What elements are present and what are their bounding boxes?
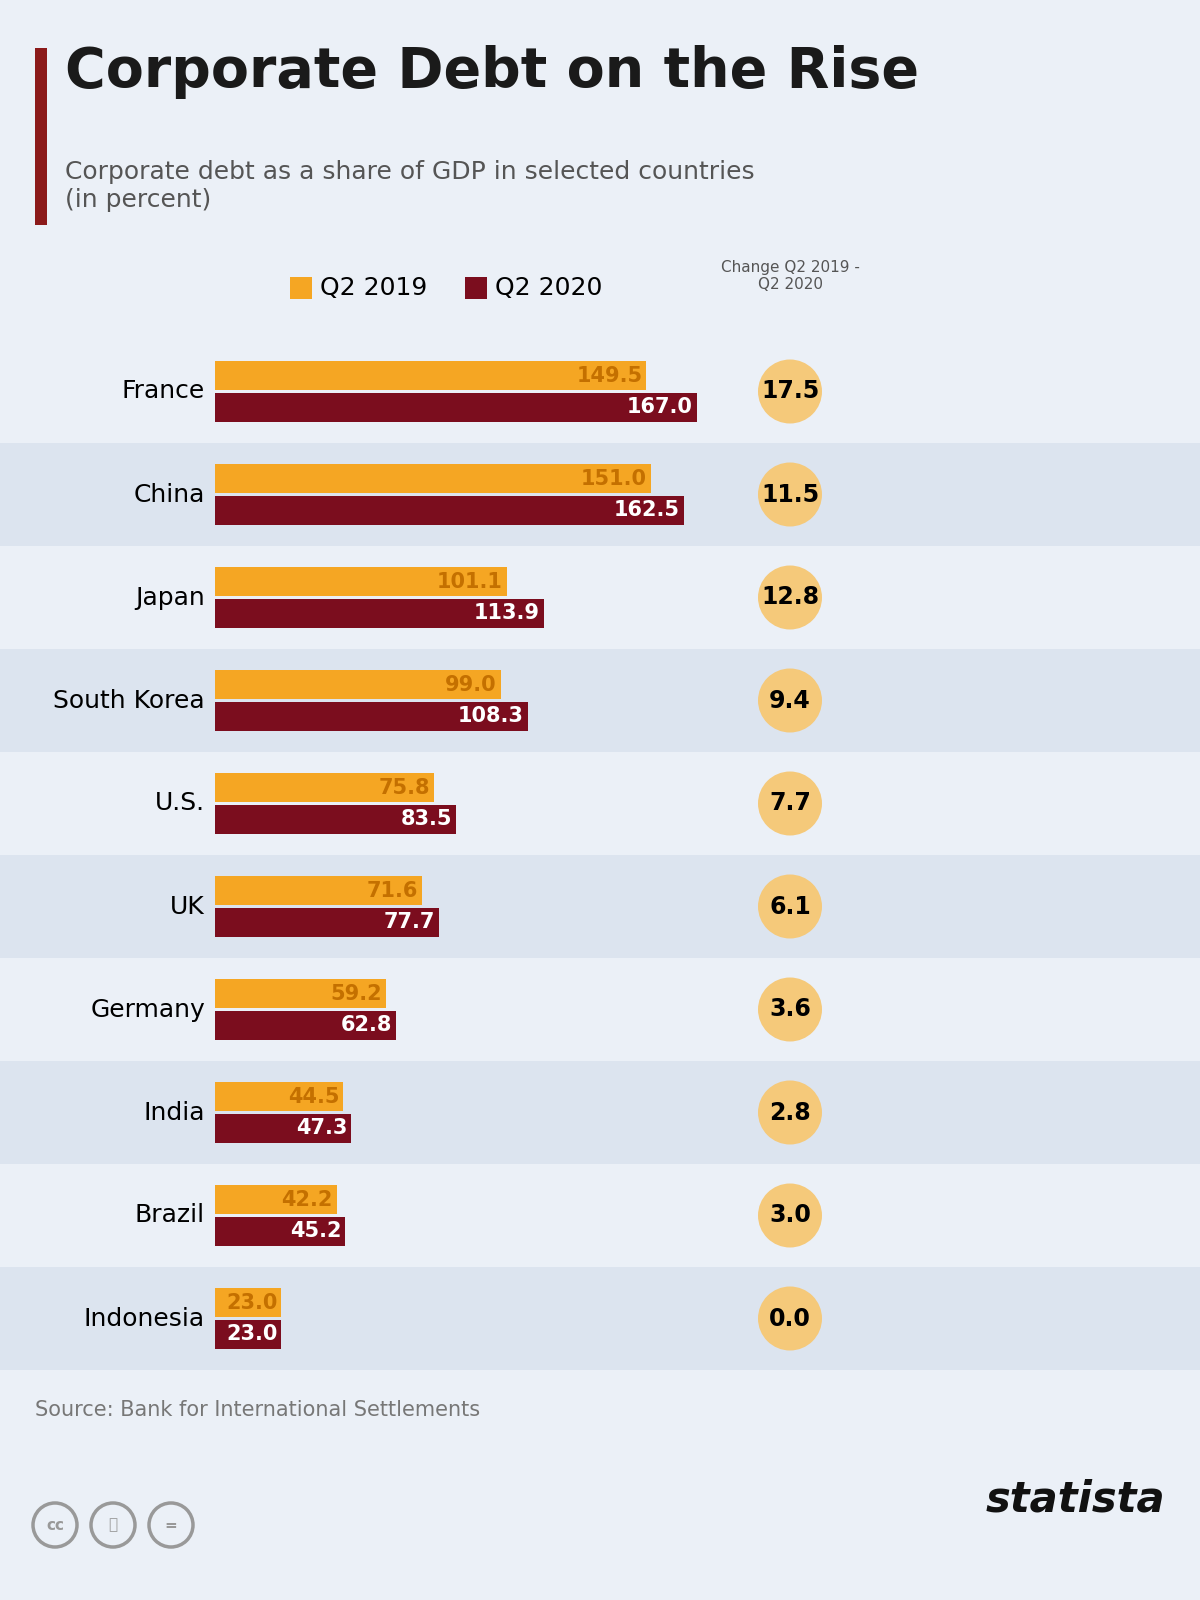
Text: Indonesia: Indonesia: [84, 1307, 205, 1331]
Bar: [215, 496, 684, 525]
Circle shape: [758, 771, 822, 835]
Bar: [215, 979, 386, 1008]
Text: 23.0: 23.0: [226, 1293, 277, 1312]
Circle shape: [758, 669, 822, 733]
Text: 6.1: 6.1: [769, 894, 811, 918]
Text: 42.2: 42.2: [282, 1189, 332, 1210]
Text: 75.8: 75.8: [378, 778, 430, 797]
Bar: [0, 443, 1200, 546]
Bar: [215, 598, 544, 627]
Bar: [215, 566, 506, 595]
Text: France: France: [121, 379, 205, 403]
Bar: [215, 394, 697, 422]
Text: Source: Bank for International Settlements: Source: Bank for International Settlemen…: [35, 1400, 480, 1421]
Bar: [215, 464, 650, 493]
Text: China: China: [133, 483, 205, 507]
Text: =: =: [164, 1517, 178, 1533]
Bar: [215, 805, 456, 834]
Text: ⓘ: ⓘ: [108, 1517, 118, 1533]
Bar: [0, 1165, 1200, 1267]
Text: 11.5: 11.5: [761, 483, 820, 507]
Bar: [215, 877, 421, 906]
Circle shape: [758, 1286, 822, 1350]
Text: cc: cc: [46, 1517, 64, 1533]
Bar: [0, 341, 1200, 443]
Circle shape: [758, 360, 822, 424]
Text: 47.3: 47.3: [296, 1118, 348, 1139]
Bar: [215, 1218, 346, 1246]
Text: statista: statista: [985, 1478, 1165, 1520]
Bar: [0, 958, 1200, 1061]
Text: UK: UK: [170, 894, 205, 918]
Text: 17.5: 17.5: [761, 379, 820, 403]
Text: Brazil: Brazil: [134, 1203, 205, 1227]
Bar: [0, 650, 1200, 752]
Text: 108.3: 108.3: [457, 707, 523, 726]
Circle shape: [758, 1184, 822, 1248]
Circle shape: [758, 875, 822, 939]
Bar: [215, 1186, 337, 1214]
Bar: [215, 362, 647, 390]
Text: Change Q2 2019 -
Q2 2020: Change Q2 2019 - Q2 2020: [720, 259, 859, 293]
Bar: [466, 277, 487, 299]
Bar: [215, 773, 433, 802]
Text: 23.0: 23.0: [226, 1325, 277, 1344]
Bar: [290, 277, 312, 299]
Bar: [0, 752, 1200, 854]
Bar: [215, 670, 500, 699]
Text: 113.9: 113.9: [474, 603, 540, 624]
Bar: [215, 1320, 281, 1349]
Text: 59.2: 59.2: [330, 984, 382, 1003]
Text: 44.5: 44.5: [288, 1086, 340, 1107]
Text: Corporate Debt on the Rise: Corporate Debt on the Rise: [65, 45, 919, 99]
Text: 71.6: 71.6: [366, 880, 418, 901]
Bar: [215, 1082, 343, 1110]
Text: 7.7: 7.7: [769, 792, 811, 816]
Text: South Korea: South Korea: [53, 688, 205, 712]
Bar: [0, 1267, 1200, 1370]
Text: 167.0: 167.0: [628, 397, 692, 418]
Text: 162.5: 162.5: [614, 501, 680, 520]
Text: Q2 2020: Q2 2020: [496, 275, 602, 299]
Text: 12.8: 12.8: [761, 586, 820, 610]
Text: 3.6: 3.6: [769, 997, 811, 1021]
Bar: [0, 1061, 1200, 1165]
Text: Q2 2019: Q2 2019: [320, 275, 427, 299]
Bar: [215, 1114, 352, 1142]
Text: U.S.: U.S.: [155, 792, 205, 816]
Text: 77.7: 77.7: [384, 912, 436, 933]
Bar: [0, 546, 1200, 650]
Text: 149.5: 149.5: [576, 365, 642, 386]
Circle shape: [758, 565, 822, 629]
Circle shape: [758, 978, 822, 1042]
Bar: [215, 1011, 396, 1040]
Bar: [0, 854, 1200, 958]
Text: 151.0: 151.0: [581, 469, 647, 488]
Circle shape: [758, 462, 822, 526]
Text: India: India: [144, 1101, 205, 1125]
Text: Germany: Germany: [90, 997, 205, 1021]
Bar: [35, 48, 47, 226]
Text: 62.8: 62.8: [341, 1016, 392, 1035]
Text: Japan: Japan: [136, 586, 205, 610]
Text: 101.1: 101.1: [437, 571, 503, 592]
Text: 99.0: 99.0: [445, 675, 497, 694]
Text: 83.5: 83.5: [401, 810, 452, 829]
Text: Corporate debt as a share of GDP in selected countries
(in percent): Corporate debt as a share of GDP in sele…: [65, 160, 755, 211]
Text: 0.0: 0.0: [769, 1307, 811, 1331]
Bar: [215, 702, 528, 731]
Bar: [215, 909, 439, 938]
Circle shape: [758, 1080, 822, 1144]
Bar: [215, 1288, 281, 1317]
Text: 45.2: 45.2: [290, 1221, 342, 1242]
Text: 9.4: 9.4: [769, 688, 811, 712]
Text: 3.0: 3.0: [769, 1203, 811, 1227]
Text: 2.8: 2.8: [769, 1101, 811, 1125]
